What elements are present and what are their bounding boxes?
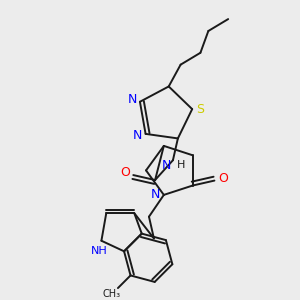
Text: N: N [151, 188, 160, 201]
Text: O: O [120, 166, 130, 178]
Text: O: O [218, 172, 228, 185]
Text: N: N [133, 129, 142, 142]
Text: NH: NH [91, 246, 108, 256]
Text: N: N [162, 159, 171, 172]
Text: CH₃: CH₃ [103, 290, 121, 299]
Text: N: N [127, 93, 137, 106]
Text: H: H [177, 160, 185, 170]
Text: S: S [196, 103, 204, 116]
